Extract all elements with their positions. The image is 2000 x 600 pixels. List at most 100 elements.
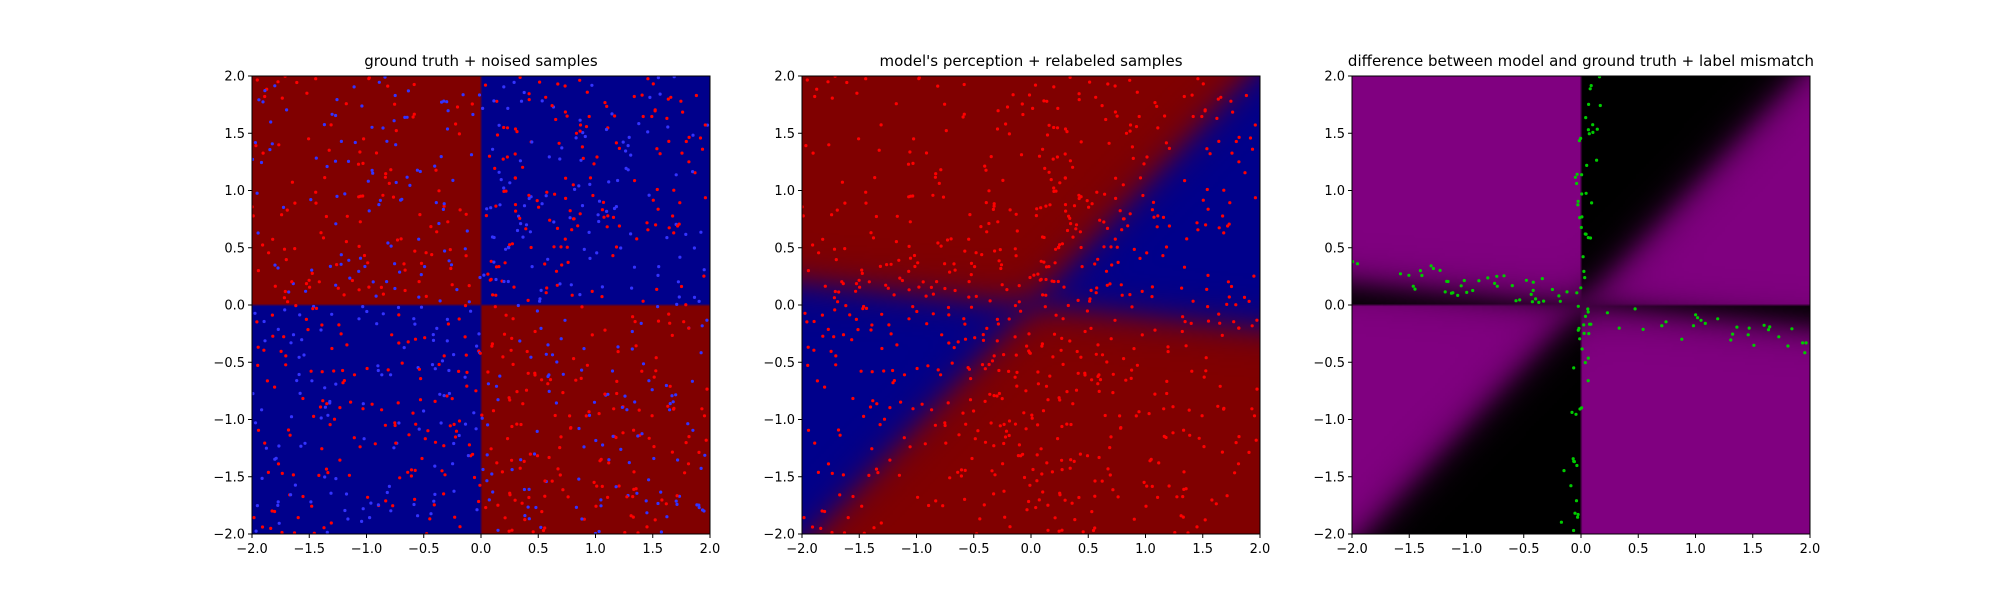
- data-point: [1016, 454, 1021, 458]
- data-point: [535, 309, 540, 313]
- data-point: [526, 505, 530, 509]
- data-point: [1120, 293, 1124, 297]
- data-point: [406, 340, 410, 344]
- data-point: [998, 424, 1002, 428]
- data-point: [888, 458, 892, 462]
- data-point: [1069, 222, 1073, 226]
- data-point: [934, 499, 938, 503]
- data-point: [1015, 384, 1019, 388]
- data-point: [389, 168, 393, 172]
- data-point: [465, 229, 469, 233]
- data-point: [874, 214, 879, 219]
- data-point: [1203, 109, 1207, 113]
- data-point: [547, 155, 551, 159]
- data-point: [931, 292, 936, 296]
- data-point: [953, 288, 957, 293]
- data-point: [1250, 147, 1255, 151]
- data-point: [389, 244, 393, 248]
- data-point: [943, 421, 947, 425]
- data-point: [491, 293, 495, 297]
- data-point: [464, 254, 468, 258]
- data-point: [397, 421, 401, 425]
- data-point: [1105, 226, 1110, 230]
- data-point: [511, 362, 515, 366]
- y-tick-label: −0.5: [213, 356, 245, 371]
- data-point: [309, 500, 313, 504]
- data-point: [352, 436, 356, 440]
- data-point: [474, 427, 478, 431]
- data-point: [1155, 104, 1159, 108]
- data-point: [310, 379, 314, 383]
- data-point: [1243, 171, 1247, 175]
- data-point: [1042, 99, 1046, 103]
- data-point: [1456, 293, 1460, 297]
- data-point: [1039, 259, 1043, 263]
- data-point: [1047, 123, 1051, 127]
- data-point: [442, 202, 446, 206]
- data-point: [1116, 495, 1120, 499]
- data-point: [1040, 472, 1044, 476]
- data-point: [420, 456, 424, 461]
- data-point: [513, 127, 518, 131]
- data-point: [445, 394, 449, 398]
- data-point: [269, 120, 273, 124]
- data-point: [1049, 178, 1053, 182]
- data-point: [873, 176, 877, 180]
- data-point: [285, 208, 289, 212]
- x-tick-label: −1.0: [1451, 542, 1483, 557]
- data-point: [668, 408, 672, 412]
- data-point: [254, 529, 258, 533]
- data-point: [968, 213, 972, 217]
- data-point: [1530, 300, 1534, 304]
- data-point: [861, 307, 865, 311]
- data-point: [580, 305, 584, 309]
- data-point: [400, 361, 404, 365]
- data-point: [343, 508, 347, 513]
- data-point: [889, 332, 893, 336]
- data-point: [481, 106, 485, 110]
- data-point: [1163, 114, 1167, 118]
- data-point: [569, 426, 573, 430]
- data-point: [821, 334, 825, 338]
- data-point: [690, 379, 695, 383]
- data-point: [984, 201, 988, 205]
- data-point: [1580, 192, 1584, 196]
- data-point: [1114, 176, 1118, 180]
- data-point: [705, 387, 709, 391]
- data-point: [1191, 114, 1195, 119]
- data-point: [1445, 279, 1449, 283]
- data-point: [376, 364, 380, 368]
- data-point: [1108, 446, 1112, 450]
- data-point: [415, 168, 419, 172]
- data-point: [402, 262, 406, 266]
- data-point: [276, 503, 280, 507]
- data-point: [521, 402, 525, 406]
- data-point: [645, 221, 649, 225]
- data-point: [1119, 283, 1123, 287]
- data-point: [510, 468, 514, 472]
- data-point: [1028, 275, 1032, 280]
- data-point: [284, 354, 288, 358]
- data-point: [621, 140, 625, 144]
- data-point: [593, 531, 598, 534]
- data-point: [655, 187, 659, 192]
- data-point: [1590, 201, 1594, 205]
- data-point: [590, 333, 594, 337]
- data-point: [600, 285, 605, 289]
- data-point: [1063, 203, 1068, 207]
- data-point: [469, 153, 474, 157]
- data-point: [867, 280, 871, 284]
- data-point: [435, 326, 439, 330]
- data-point: [1107, 141, 1111, 145]
- data-point: [565, 114, 569, 118]
- data-point: [987, 221, 991, 226]
- data-point: [1205, 187, 1209, 192]
- data-point: [559, 337, 563, 341]
- data-point: [409, 468, 414, 472]
- data-point: [417, 367, 421, 371]
- data-point: [283, 308, 287, 312]
- data-point: [535, 429, 539, 433]
- data-point: [684, 232, 688, 236]
- data-point: [1575, 463, 1579, 468]
- data-point: [510, 458, 514, 462]
